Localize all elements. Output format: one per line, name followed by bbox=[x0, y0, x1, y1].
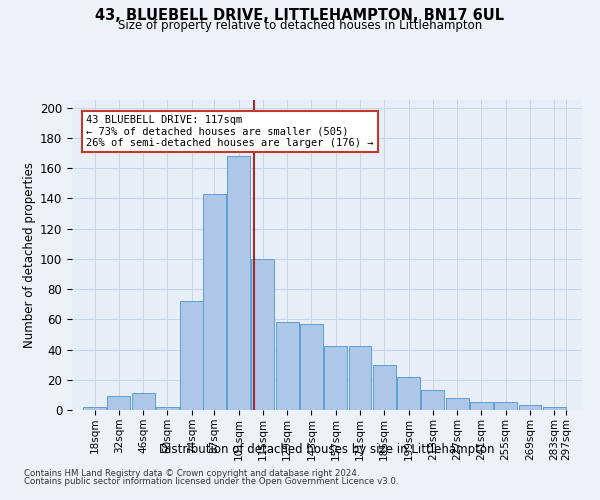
Bar bbox=[543, 407, 566, 410]
Bar bbox=[251, 259, 274, 410]
Bar bbox=[324, 346, 347, 410]
Bar bbox=[275, 322, 299, 410]
Text: Size of property relative to detached houses in Littlehampton: Size of property relative to detached ho… bbox=[118, 18, 482, 32]
Text: Distribution of detached houses by size in Littlehampton: Distribution of detached houses by size … bbox=[159, 442, 495, 456]
Y-axis label: Number of detached properties: Number of detached properties bbox=[23, 162, 36, 348]
Text: 43 BLUEBELL DRIVE: 117sqm
← 73% of detached houses are smaller (505)
26% of semi: 43 BLUEBELL DRIVE: 117sqm ← 73% of detac… bbox=[86, 115, 373, 148]
Bar bbox=[470, 402, 493, 410]
Bar bbox=[300, 324, 323, 410]
Bar bbox=[131, 394, 155, 410]
Bar bbox=[446, 398, 469, 410]
Text: Contains HM Land Registry data © Crown copyright and database right 2024.: Contains HM Land Registry data © Crown c… bbox=[24, 468, 359, 477]
Bar bbox=[349, 346, 371, 410]
Bar bbox=[83, 407, 106, 410]
Bar bbox=[518, 406, 541, 410]
Bar bbox=[107, 396, 130, 410]
Bar bbox=[421, 390, 444, 410]
Bar bbox=[227, 156, 250, 410]
Text: 43, BLUEBELL DRIVE, LITTLEHAMPTON, BN17 6UL: 43, BLUEBELL DRIVE, LITTLEHAMPTON, BN17 … bbox=[95, 8, 505, 22]
Text: Contains public sector information licensed under the Open Government Licence v3: Contains public sector information licen… bbox=[24, 477, 398, 486]
Bar bbox=[373, 364, 395, 410]
Bar bbox=[156, 407, 179, 410]
Bar bbox=[180, 301, 203, 410]
Bar bbox=[397, 376, 420, 410]
Bar bbox=[203, 194, 226, 410]
Bar bbox=[494, 402, 517, 410]
